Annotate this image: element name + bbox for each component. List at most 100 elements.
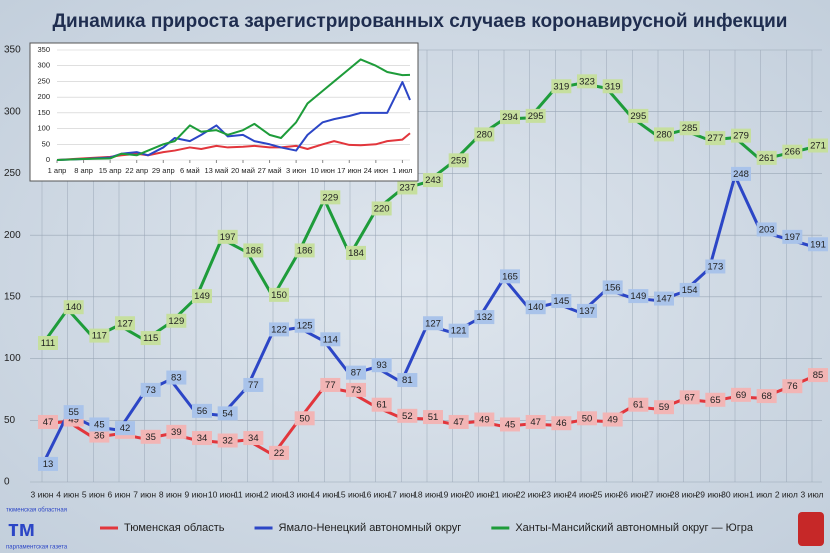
value-label: 36 xyxy=(94,431,105,442)
inset-x-tick-label: 22 апр xyxy=(125,166,148,175)
value-label: 319 xyxy=(553,81,569,92)
x-tick-label: 15 июн xyxy=(336,489,364,499)
inset-x-tick-label: 24 июн xyxy=(364,166,388,175)
value-label-box xyxy=(551,294,572,309)
value-label-box xyxy=(269,445,289,460)
value-label-box xyxy=(89,328,110,343)
value-label: 294 xyxy=(502,112,518,123)
value-label: 319 xyxy=(605,81,621,92)
value-label-box xyxy=(192,403,212,418)
x-tick-label: 6 июн xyxy=(108,489,131,499)
logo-mark: тм xyxy=(8,516,35,541)
value-label: 111 xyxy=(41,338,55,349)
value-label-box xyxy=(320,190,341,205)
x-tick-label: 4 июн xyxy=(56,489,79,499)
x-tick-label: 3 июл xyxy=(801,489,824,499)
x-tick-label: 30 июн xyxy=(721,489,749,499)
value-label-box xyxy=(397,180,418,195)
value-label-box xyxy=(474,310,495,325)
value-label: 87 xyxy=(351,368,362,379)
value-label: 186 xyxy=(297,245,313,256)
value-label-box xyxy=(140,331,161,346)
value-label: 147 xyxy=(656,294,672,305)
value-label: 47 xyxy=(43,417,54,428)
value-label-box xyxy=(294,411,315,426)
value-label: 69 xyxy=(736,390,747,401)
value-label-box xyxy=(89,417,110,432)
value-label-box xyxy=(166,424,187,439)
value-label: 184 xyxy=(348,248,364,259)
value-label-box xyxy=(294,318,315,333)
value-label-box xyxy=(731,387,751,402)
value-label: 127 xyxy=(425,318,441,329)
value-label: 145 xyxy=(553,296,569,307)
value-label-box xyxy=(525,414,546,429)
value-label-box xyxy=(294,243,315,258)
value-label: 73 xyxy=(145,385,156,396)
value-label: 45 xyxy=(94,419,105,430)
series-line xyxy=(56,81,411,161)
value-label-box xyxy=(448,153,469,168)
x-tick-label: 14 июн xyxy=(311,489,339,499)
value-label-box xyxy=(602,79,623,94)
value-label-box xyxy=(423,173,443,188)
value-label: 203 xyxy=(759,224,775,235)
value-label: 117 xyxy=(92,331,107,342)
inset-x-tick-label: 1 июл xyxy=(392,166,412,175)
y-tick-label: 0 xyxy=(4,477,10,488)
value-label: 229 xyxy=(322,192,338,203)
value-label: 122 xyxy=(271,324,287,335)
value-label-box xyxy=(269,322,289,337)
value-label-box xyxy=(243,377,264,392)
value-label: 285 xyxy=(682,123,698,134)
value-label-box xyxy=(628,108,649,123)
value-label: 42 xyxy=(120,423,131,434)
x-tick-label: 8 июн xyxy=(159,489,182,499)
value-label: 93 xyxy=(376,360,387,371)
series-line xyxy=(56,58,411,161)
value-label: 73 xyxy=(351,385,362,396)
value-label: 220 xyxy=(374,203,390,214)
inset-x-tick-label: 8 апр xyxy=(74,166,93,175)
value-label: 280 xyxy=(656,129,672,140)
value-label-box xyxy=(346,365,366,380)
value-label-box xyxy=(551,79,572,94)
value-label-box xyxy=(602,412,623,427)
value-label: 54 xyxy=(222,408,233,419)
value-label-box xyxy=(217,406,238,421)
value-label: 85 xyxy=(813,370,824,381)
inset-x-tick-label: 20 май xyxy=(231,166,255,175)
value-label: 67 xyxy=(684,392,695,403)
inset-x-tick-label: 29 апр xyxy=(152,166,175,175)
value-label: 39 xyxy=(171,427,182,438)
x-tick-label: 2 июл xyxy=(775,489,798,499)
value-label: 115 xyxy=(143,333,158,344)
value-label-box xyxy=(166,370,187,385)
y-tick-label: 200 xyxy=(4,230,21,241)
value-label-box xyxy=(140,382,161,397)
chart-title: Динамика прироста зарегистрированных слу… xyxy=(53,11,788,32)
inset-y-tick-label: 250 xyxy=(37,76,50,85)
value-label-box xyxy=(243,431,264,446)
value-label-box xyxy=(192,289,212,304)
value-label-box xyxy=(38,456,58,471)
value-label-box xyxy=(628,397,649,412)
value-label-box xyxy=(808,138,828,153)
inset-y-tick-label: 350 xyxy=(37,45,50,54)
logo-top: тюменская областная xyxy=(6,508,67,514)
inset-x-tick-label: 15 апр xyxy=(99,166,122,175)
x-tick-label: 24 июн xyxy=(567,489,595,499)
x-tick-label: 12 июн xyxy=(259,489,287,499)
value-label-box xyxy=(346,245,366,260)
value-label: 77 xyxy=(325,380,336,391)
value-label-box xyxy=(705,392,726,407)
value-label: 13 xyxy=(43,459,54,470)
value-label: 50 xyxy=(582,413,593,424)
value-label: 52 xyxy=(402,411,413,422)
value-label-box xyxy=(756,389,777,404)
value-label-box xyxy=(371,397,392,412)
value-label-box xyxy=(577,303,597,318)
value-label-box xyxy=(808,237,828,252)
y-tick-label: 50 xyxy=(4,415,16,426)
